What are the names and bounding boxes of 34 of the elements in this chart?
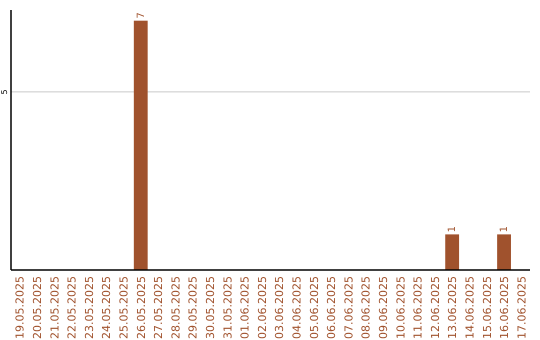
- x-tick-label: 11.06.2025: [412, 276, 425, 339]
- x-tick-label: 27.05.2025: [152, 276, 166, 339]
- x-tick-label: 22.05.2025: [66, 276, 79, 339]
- x-tick-label: 25.05.2025: [117, 276, 130, 339]
- x-tick-label: 20.05.2025: [30, 276, 44, 339]
- x-tick-label: 05.06.2025: [308, 276, 321, 339]
- x-tick-label: 15.06.2025: [480, 276, 494, 339]
- data-label: 1: [447, 226, 458, 232]
- x-tick-label: 06.06.2025: [325, 276, 338, 339]
- x-tick-label: 19.05.2025: [14, 276, 27, 339]
- x-tick-label: 13.06.2025: [446, 276, 460, 339]
- x-tick-label: 17.06.2025: [515, 276, 528, 339]
- x-tick-label: 04.06.2025: [290, 276, 304, 339]
- x-tick-label: 21.05.2025: [48, 276, 62, 339]
- x-tick-label: 23.05.2025: [82, 276, 96, 339]
- x-tick-label: 08.06.2025: [360, 276, 373, 339]
- x-tick-label: 12.06.2025: [428, 276, 442, 339]
- x-tick-label: 26.05.2025: [134, 276, 148, 339]
- x-tick-label: 14.06.2025: [463, 276, 476, 339]
- x-tick-label: 01.06.2025: [238, 276, 252, 339]
- data-label: 1: [499, 226, 510, 232]
- x-tick-label: 31.05.2025: [221, 276, 234, 339]
- x-tick-label: 30.05.2025: [204, 276, 217, 339]
- x-tick-label: 10.06.2025: [394, 276, 408, 339]
- x-tick-label: 28.05.2025: [169, 276, 182, 339]
- x-tick-label: 09.06.2025: [376, 276, 390, 339]
- x-tick-label: 16.06.2025: [498, 276, 512, 339]
- data-label: 7: [136, 12, 147, 19]
- x-tick-label: 07.06.2025: [342, 276, 356, 339]
- y-tick-label: 5: [0, 89, 9, 94]
- x-tick-label: 03.06.2025: [273, 276, 286, 339]
- x-tick-label: 24.05.2025: [100, 276, 114, 339]
- x-tick-label: 29.05.2025: [186, 276, 200, 339]
- x-tick-label: 02.06.2025: [256, 276, 269, 339]
